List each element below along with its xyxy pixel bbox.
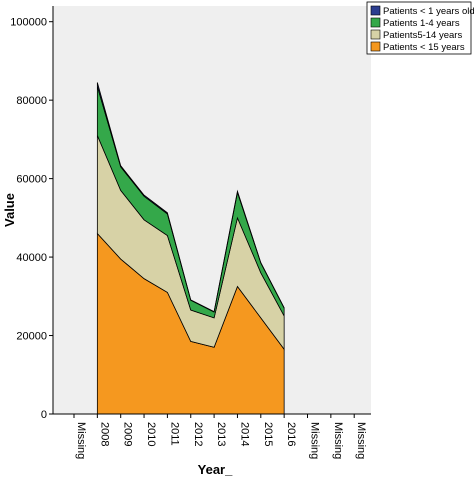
y-tick-label: 40000: [16, 252, 47, 264]
legend-swatch: [370, 41, 381, 52]
axes-group: 0 20000 40000 60000 80000 100000 Missing 2008 20…: [10, 6, 371, 459]
legend-label: Patients5-14 years: [383, 30, 462, 41]
x-tick-label: Missing: [75, 422, 87, 459]
x-tick-label: 2014: [238, 422, 250, 446]
x-tick-label: Missing: [332, 422, 344, 459]
x-tick-label: 2008: [98, 422, 110, 446]
y-tick-label: 80000: [16, 95, 47, 107]
area-series-4: [96, 82, 285, 313]
x-tick-label: Missing: [309, 422, 321, 459]
legend-swatch: [370, 17, 381, 28]
legend-label: Patients < 15 years: [383, 42, 465, 53]
y-tick-label: 60000: [16, 174, 47, 186]
legend-label: Patients 1-4 years: [383, 18, 460, 29]
x-tick-label: 2010: [145, 422, 157, 446]
y-tick-label: 100000: [10, 17, 47, 29]
x-tick-label: 2016: [285, 422, 297, 446]
legend-swatch: [370, 29, 381, 40]
x-tick-label: 2015: [262, 422, 274, 446]
legend-label: Patients < 1 years old: [383, 6, 474, 17]
y-axis-title: Value: [2, 193, 17, 227]
legend-swatch: [370, 5, 381, 16]
x-tick-label: 2013: [215, 422, 227, 446]
x-tick-label: 2009: [122, 422, 134, 446]
x-tick-label: 2012: [192, 422, 204, 446]
x-axis-title: Year_: [198, 462, 233, 477]
x-tick-label: 2011: [168, 422, 180, 446]
y-tick-label: 20000: [16, 331, 47, 343]
legend-box: [366, 1, 472, 55]
y-tick-label: 0: [41, 409, 47, 421]
x-tick-label: Missing: [355, 422, 367, 459]
